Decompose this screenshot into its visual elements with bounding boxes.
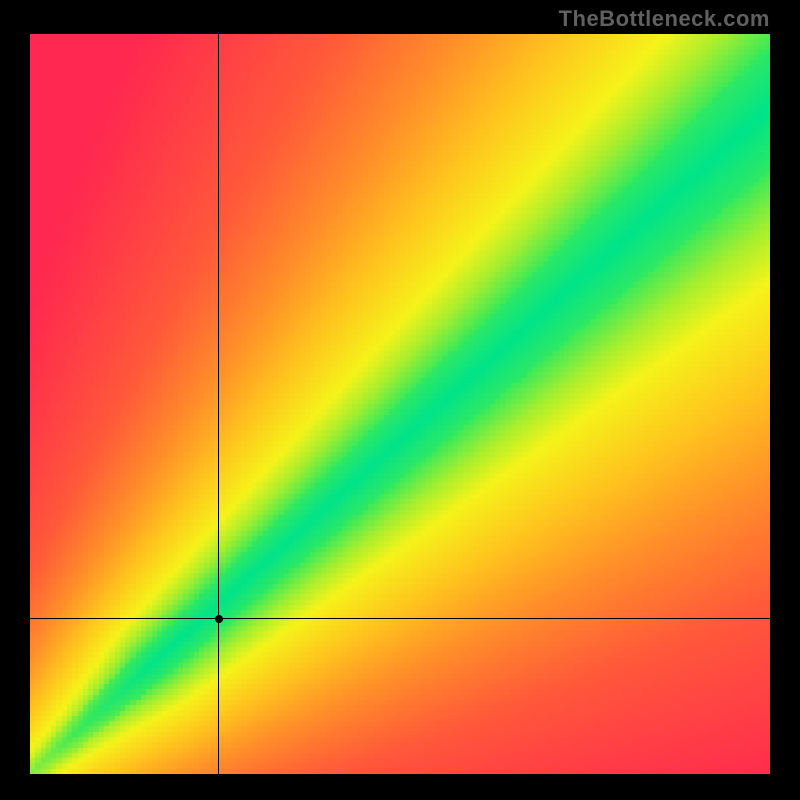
watermark-text: TheBottleneck.com xyxy=(559,6,770,32)
crosshair-vertical xyxy=(218,34,219,774)
plot-area xyxy=(30,34,770,774)
crosshair-marker xyxy=(215,615,223,623)
crosshair-horizontal xyxy=(30,618,770,619)
heatmap-canvas xyxy=(30,34,770,774)
